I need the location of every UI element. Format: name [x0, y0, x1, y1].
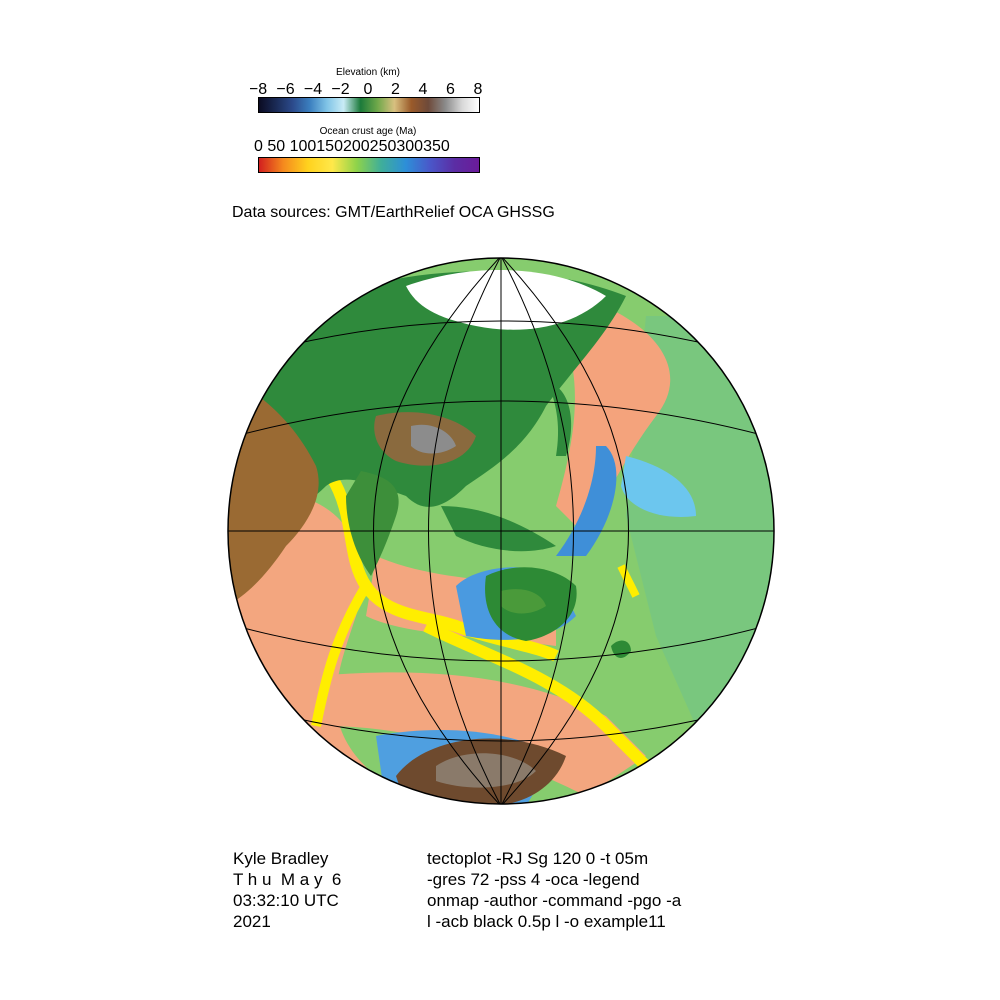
date-day: T h u M a y 6 [233, 870, 342, 889]
tibet-high-peaks [411, 424, 456, 454]
meridian-e1 [500, 258, 574, 804]
globe-map [226, 256, 776, 806]
elevation-tick-label: −8 [250, 81, 267, 98]
elevation-colorbar-ticks: −8 −6 −4 −2 0 2 4 6 8 [249, 78, 490, 98]
arctic-ice [406, 269, 606, 330]
parallel-30s [235, 625, 767, 662]
elevation-tick-label: 6 [446, 81, 455, 98]
command-line-2: -gres 72 -pss 4 -oca -legend [427, 870, 640, 889]
arabia-africa [228, 376, 319, 606]
elevation-tick-label: 4 [419, 81, 428, 98]
indonesia [441, 506, 556, 552]
command-block: tectoplot -RJ Sg 120 0 -t 05m -gres 72 -… [427, 848, 681, 932]
parallel-30n [235, 400, 767, 437]
elevation-tick-label: −4 [304, 81, 322, 98]
parallel-60s [285, 715, 717, 742]
globe-outline [227, 257, 775, 805]
pacific-old-crust [626, 316, 774, 726]
elevation-colorbar [258, 97, 480, 113]
meridian-w1 [428, 258, 502, 804]
meridian-e2 [500, 258, 629, 804]
globe-svg [227, 257, 775, 805]
meridian-w2 [373, 258, 502, 804]
age-colorbar [258, 157, 480, 173]
age-colorbar-ticks: 0 50 100150200250300350 [254, 138, 450, 155]
australia-interior [501, 589, 546, 614]
elevation-tick-labels: −8 −6 −4 −2 0 2 4 6 8 [249, 81, 483, 98]
elevation-tick-label: 8 [474, 81, 483, 98]
graticule [228, 258, 774, 804]
date-time: 03:32:10 UTC [233, 891, 339, 910]
elevation-colorbar-title: Elevation (km) [336, 67, 400, 78]
elevation-tick-label: 2 [391, 81, 400, 98]
antarctica-ice-high [436, 753, 536, 788]
southeast-indian-ridge [423, 620, 671, 791]
author-name: Kyle Bradley [233, 849, 329, 868]
india [346, 471, 399, 576]
southwest-indian-ridge [311, 583, 371, 727]
parallel-60n [285, 320, 717, 347]
philippine-basin [621, 456, 696, 517]
data-sources-label: Data sources: GMT/EarthRelief OCA GHSSG [232, 204, 555, 221]
command-line-3: onmap -author -command -pgo -a [427, 891, 682, 910]
central-indian-ridge [325, 472, 559, 662]
author-block: Kyle Bradley T h u M a y 6 03:32:10 UTC … [233, 848, 341, 932]
date-year: 2021 [233, 912, 271, 931]
west-pacific-trench [556, 446, 617, 556]
elevation-tick-label: −6 [276, 81, 294, 98]
age-colorbar-title: Ocean crust age (Ma) [319, 126, 417, 137]
elevation-tick-label: −2 [331, 81, 349, 98]
command-line-1: tectoplot -RJ Sg 120 0 -t 05m [427, 849, 649, 868]
elevation-tick-label: 0 [364, 81, 373, 98]
command-line-4: l -acb black 0.5p l -o example11 [427, 912, 666, 931]
tasman-ridge [617, 564, 640, 598]
